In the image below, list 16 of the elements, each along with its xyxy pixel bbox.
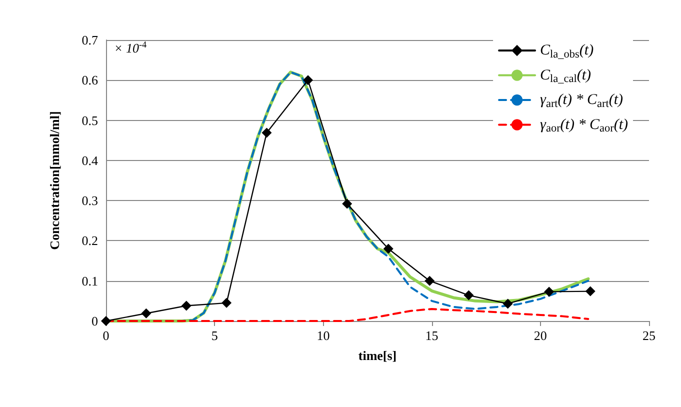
y-tick-label: 0: [92, 314, 98, 328]
y-axis-title: Concentration[mmol/ml]: [47, 111, 62, 250]
x-tick-label: 20: [534, 328, 547, 343]
x-tick-label: 25: [642, 328, 656, 343]
y-tick-label: 0.4: [82, 152, 98, 168]
x-axis-title: time[s]: [358, 348, 397, 363]
y-tick-label: 0.6: [82, 72, 98, 88]
x-tick-label: 5: [211, 328, 218, 343]
y-tick-label: 0.7: [82, 32, 98, 48]
y-tick-label: 0.1: [82, 273, 98, 288]
x-tick-label: 15: [425, 328, 438, 343]
y-tick-label: 0.3: [82, 193, 98, 208]
y-tick-label: 0.2: [82, 233, 98, 248]
x-tick-label: 10: [316, 328, 330, 343]
x-tick-label: 0: [102, 328, 110, 343]
y-tick-label: 0.5: [82, 112, 98, 128]
